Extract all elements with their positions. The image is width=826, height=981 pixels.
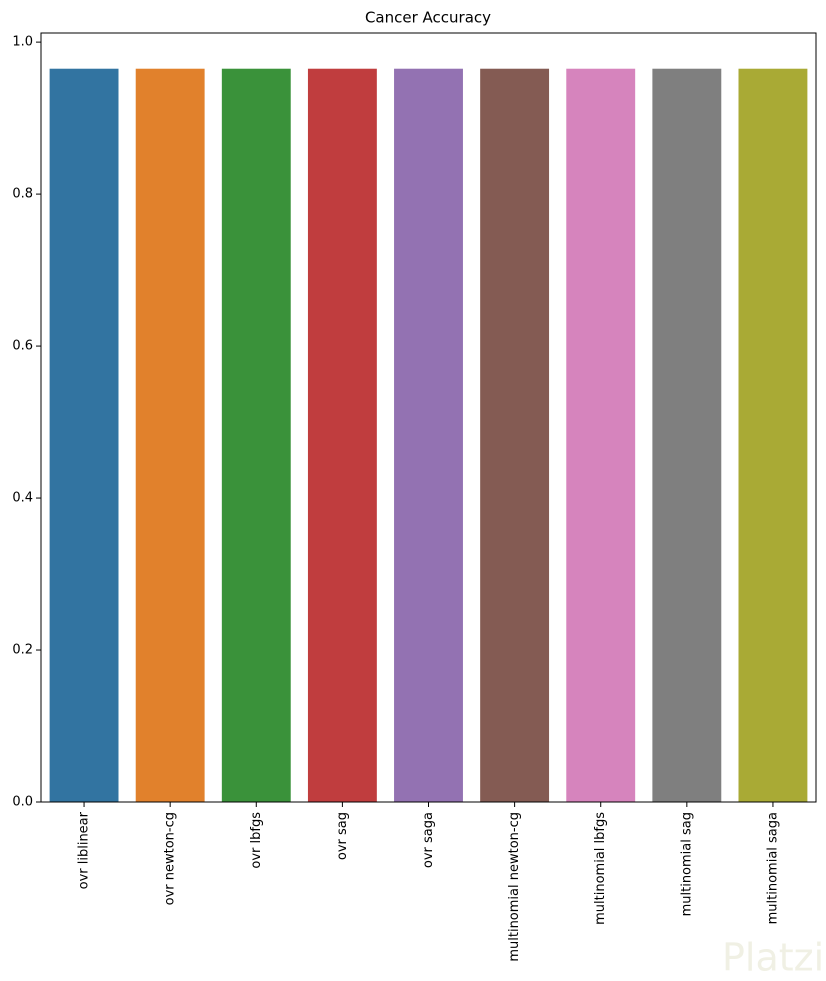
- y-tick-label: 0.0: [12, 795, 33, 810]
- x-tick-label: ovr newton-cg: [163, 812, 178, 905]
- x-tick-label: ovr liblinear: [77, 811, 92, 889]
- bar: [480, 68, 550, 803]
- x-tick-label: ovr lbfgs: [249, 812, 264, 869]
- x-tick-label: ovr sag: [335, 812, 350, 860]
- x-tick-label: multinomial sag: [679, 812, 694, 916]
- y-tick-label: 0.2: [12, 643, 33, 658]
- bar: [135, 68, 205, 803]
- bar: [394, 68, 463, 803]
- y-tick-label: 1.0: [12, 35, 33, 50]
- x-tick-label: multinomial lbfgs: [593, 812, 608, 925]
- y-tick-label: 0.8: [12, 187, 33, 202]
- x-tick-label: multinomial saga: [765, 812, 780, 924]
- bar: [738, 68, 808, 803]
- bar: [652, 68, 722, 803]
- watermark: Platzi: [722, 936, 824, 980]
- y-tick-label: 0.6: [12, 339, 33, 354]
- bar: [566, 68, 636, 803]
- x-tick-label: ovr saga: [421, 812, 436, 868]
- bar: [49, 68, 119, 803]
- bar: [307, 68, 377, 803]
- y-tick-label: 0.4: [12, 491, 33, 506]
- plot-frame: [40, 32, 817, 803]
- x-tick-label: multinomial newton-cg: [507, 812, 522, 962]
- chart-title: Cancer Accuracy: [365, 9, 491, 27]
- bar: [221, 68, 291, 803]
